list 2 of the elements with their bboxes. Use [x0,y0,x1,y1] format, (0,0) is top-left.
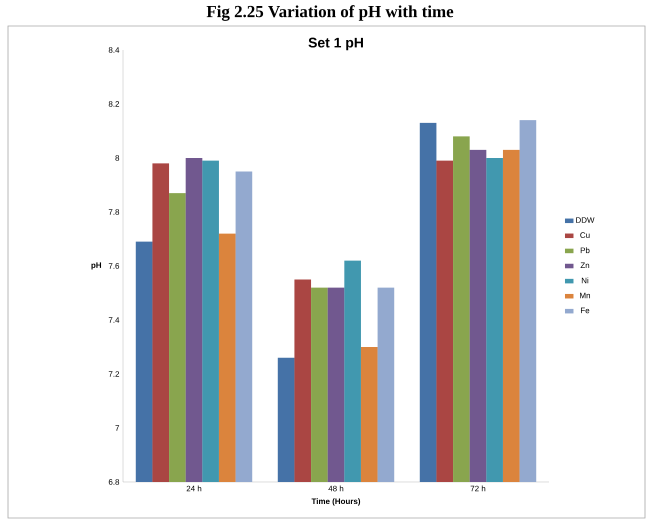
chart-subtitle: Fig 2.25 Variation of pH with time [206,5,454,21]
chart-title: Set 1 pH [308,38,363,50]
